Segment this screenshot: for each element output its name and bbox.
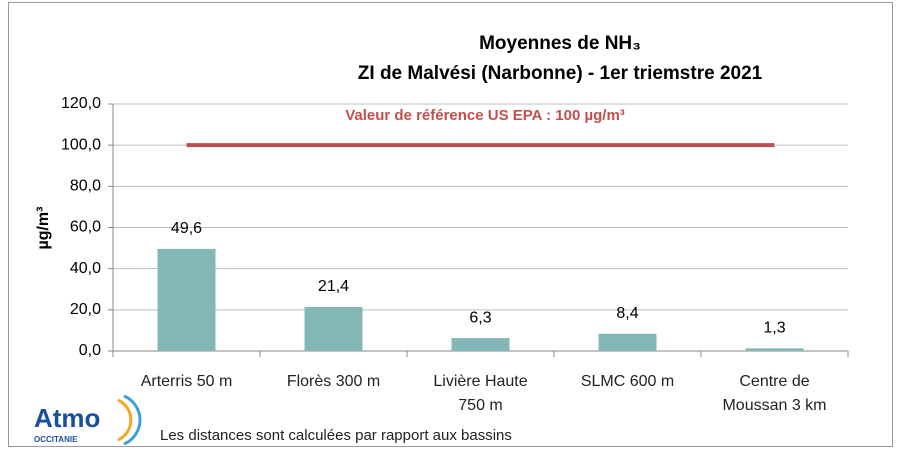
x-tick-label: SLMC 600 m <box>580 373 675 390</box>
x-tick-label: Arterris 50 m <box>140 373 233 390</box>
bar <box>157 248 216 351</box>
y-tick-label: 0,0 <box>79 342 101 359</box>
y-axis-label: µg/m³ <box>35 207 52 250</box>
y-tick-label: 100,0 <box>61 136 101 153</box>
chart-subtitle: ZI de Malvési (Narbonne) - 1er triemstre… <box>358 63 763 84</box>
frame <box>8 2 893 447</box>
value-label: 8,4 <box>616 305 638 322</box>
x-tick-label: Livière Haute 750 m <box>433 373 528 414</box>
y-tick-label: 80,0 <box>70 178 101 195</box>
y-tick-label: 120,0 <box>61 95 101 112</box>
bar <box>745 348 804 351</box>
x-tick-label: Centre de Moussan 3 km <box>722 373 827 414</box>
logo: Atmo OCCITANIE <box>34 394 142 446</box>
y-tick-label: 20,0 <box>70 301 101 318</box>
value-label: 1,3 <box>763 320 785 337</box>
value-label: 21,4 <box>318 278 349 295</box>
value-label: 6,3 <box>469 309 491 326</box>
logo-swoosh <box>117 398 133 442</box>
chart-title: Moyennes de NH₃ <box>479 33 641 54</box>
logo-region: OCCITANIE <box>34 435 78 444</box>
bar <box>598 333 657 351</box>
bar <box>451 338 510 351</box>
value-label: 49,6 <box>171 220 202 237</box>
x-tick-label: Florès 300 m <box>286 373 381 390</box>
y-tick-label: 40,0 <box>70 260 101 277</box>
logo-name: Atmo <box>34 403 100 433</box>
reference-label: Valeur de référence US EPA : 100 µg/m³ <box>345 107 625 124</box>
footnote: Les distances sont calculées par rapport… <box>160 427 512 444</box>
bar <box>304 306 363 351</box>
logo-swoosh <box>123 394 142 446</box>
y-tick-label: 60,0 <box>70 219 101 236</box>
